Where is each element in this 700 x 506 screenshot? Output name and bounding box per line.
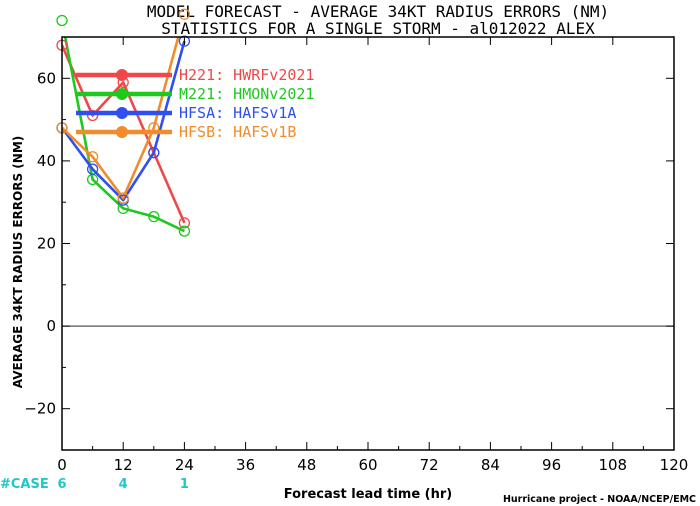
legend-marker-2 bbox=[116, 107, 128, 119]
x-tick-label: 108 bbox=[598, 456, 627, 474]
x-tick-label: 36 bbox=[236, 456, 255, 474]
case-count: 4 bbox=[119, 477, 128, 492]
series-point-0 bbox=[86, 109, 99, 122]
series-point-2 bbox=[148, 146, 160, 159]
series-point-1 bbox=[178, 225, 191, 237]
plot-frame bbox=[61, 36, 675, 451]
y-tick-label: −20 bbox=[24, 400, 56, 418]
y-tick-label: 20 bbox=[37, 235, 56, 253]
legend-label-3: HFSB: HAFSv1B bbox=[179, 123, 296, 141]
case-label: #CASE bbox=[0, 477, 49, 492]
series-point-1 bbox=[56, 14, 68, 27]
x-tick-label: 48 bbox=[297, 456, 316, 474]
series-line-1 bbox=[63, 37, 185, 233]
series-point-0 bbox=[178, 217, 191, 229]
chart-title: MODEL FORECAST - AVERAGE 34KT RADIUS ERR… bbox=[147, 2, 609, 21]
x-tick-label: 84 bbox=[481, 456, 500, 474]
legend-label-1: M221: HMONv2021 bbox=[179, 85, 314, 103]
x-tick-label: 0 bbox=[57, 456, 67, 474]
case-counts: #CASE 6 4 1 bbox=[0, 477, 189, 492]
x-axis-label: Forecast lead time (hr) bbox=[284, 487, 452, 502]
y-tick-label: 0 bbox=[46, 317, 56, 335]
legend-label-2: HFSA: HAFSv1A bbox=[179, 104, 296, 122]
legend-marker-1 bbox=[116, 88, 128, 100]
x-tick-label: 12 bbox=[114, 456, 133, 474]
markers-layer bbox=[56, 8, 191, 237]
credit-text: Hurricane project - NOAA/NCEP/EMC bbox=[503, 494, 696, 505]
ticks-layer: 0 12 24 36 48 60 72 84 96 108 120 −20 0 20 40 60 bbox=[24, 37, 688, 474]
series-line-2 bbox=[62, 40, 186, 202]
series-point-3 bbox=[117, 192, 129, 204]
x-tick-label: 24 bbox=[175, 456, 194, 474]
legend-marker-0 bbox=[116, 69, 128, 81]
legend-marker-3 bbox=[116, 126, 128, 138]
x-tick-label: 60 bbox=[358, 456, 377, 474]
series-point-2 bbox=[86, 163, 99, 175]
x-tick-label: 120 bbox=[660, 456, 689, 474]
y-tick-label: 40 bbox=[37, 152, 56, 170]
case-count: 1 bbox=[180, 477, 189, 492]
chart-subtitle: STATISTICS FOR A SINGLE STORM - al012022… bbox=[161, 19, 595, 38]
y-axis-label: AVERAGE 34KT RADIUS ERRORS (NM) bbox=[11, 136, 25, 388]
x-tick-label: 72 bbox=[420, 456, 439, 474]
x-tick-label: 96 bbox=[542, 456, 561, 474]
y-tick-label: 60 bbox=[37, 69, 56, 87]
series-layer bbox=[62, 37, 186, 233]
series-point-1 bbox=[148, 211, 160, 223]
legend-label-0: H221: HWRFv2021 bbox=[179, 66, 314, 84]
case-count: 6 bbox=[57, 477, 66, 492]
series-line-3 bbox=[62, 37, 180, 200]
series-point-2 bbox=[178, 35, 191, 47]
series-point-3 bbox=[178, 8, 191, 20]
series-point-3 bbox=[86, 151, 99, 163]
